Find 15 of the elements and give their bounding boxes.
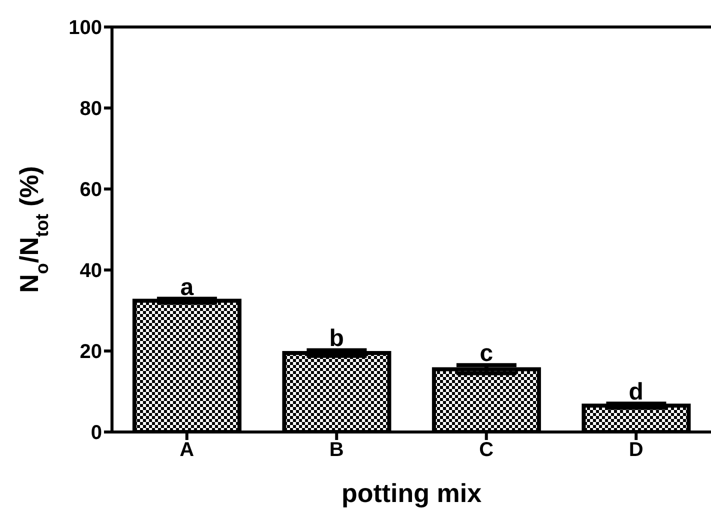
x-axis-title: potting mix [341,478,482,508]
x-tick-label: B [329,439,344,462]
x-tick-label: C [479,439,494,462]
y-tick-label: 100 [68,17,102,40]
annotation: c [480,340,494,368]
y-tick-label: 40 [80,260,102,282]
y-tick-label: 80 [80,98,102,120]
y-tick-label: 20 [80,341,102,364]
annotation: a [180,274,194,301]
y-tick-label: 0 [90,422,102,444]
x-tick-label: A [180,439,194,462]
y-tick-label: 60 [80,179,102,202]
annotation: b [329,325,344,352]
x-tick-label: D [628,439,644,462]
annotation: d [628,378,644,406]
